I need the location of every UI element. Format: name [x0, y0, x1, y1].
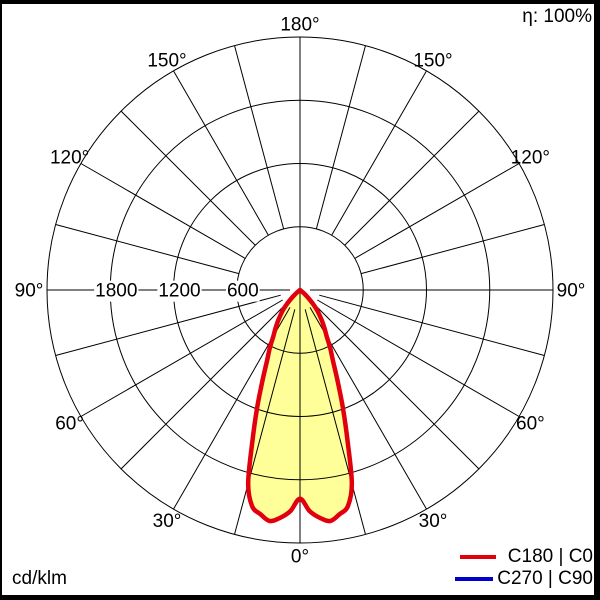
angle-label-120-left: 120°: [50, 148, 89, 169]
grid-spoke-right-60: [317, 299, 520, 417]
grid-spoke-left-105: [55, 224, 240, 275]
grid-spoke-left-75: [55, 294, 281, 356]
legend: C180 | C0 C270 | C90: [455, 546, 593, 590]
angle-label-60-right: 60°: [516, 414, 545, 435]
angle-label-120-right: 120°: [511, 148, 550, 169]
grid-spoke-right-120: [354, 163, 520, 259]
angle-label-150-right: 150°: [413, 50, 452, 71]
angle-label-30-right: 30°: [419, 511, 448, 532]
grid-spoke-right-15: [304, 309, 366, 535]
angle-label-60-left: 60°: [55, 414, 84, 435]
angle-label-0: 0°: [291, 547, 309, 568]
grid-spoke-right-135: [344, 110, 480, 246]
grid-spoke-left-120: [80, 163, 246, 259]
radial-tick-bg: [94, 280, 139, 302]
legend-line-sample-red: [459, 555, 496, 559]
radial-tick-1800: 1800: [95, 281, 137, 302]
grid-spoke-right-75: [319, 294, 545, 356]
grid-spoke-right-45: [313, 303, 480, 470]
efficiency-label: η: 100%: [522, 6, 592, 27]
angle-label-90-right: 90°: [557, 281, 586, 302]
radial-tick-600: 600: [227, 281, 259, 302]
grid-spoke-right-165: [315, 45, 366, 230]
angle-label-150-left: 150°: [147, 50, 186, 71]
legend-label: C180 | C0: [507, 546, 593, 567]
angle-label-90-left: 90°: [15, 281, 44, 302]
radial-tick-bg: [225, 280, 260, 302]
radial-tick-bg: [157, 280, 202, 302]
angle-label-30-left: 30°: [153, 511, 182, 532]
legend-line-sample-blue: [455, 577, 494, 581]
curve-c180-c0: [245, 287, 355, 524]
grid-spoke-left-150: [173, 70, 269, 236]
legend-item-c180-c0: C180 | C0: [459, 546, 593, 568]
grid-spoke-left-165: [234, 45, 285, 230]
grid-spoke-left-60: [80, 299, 283, 417]
legend-label: C270 | C90: [497, 568, 593, 589]
angle-label-180: 180°: [280, 15, 319, 36]
legend-item-c270-c90: C270 | C90: [455, 568, 593, 590]
grid-spoke-left-15: [234, 309, 296, 535]
grid-spoke-right-150: [331, 70, 427, 236]
grid-spoke-left-45: [120, 303, 287, 470]
unit-label: cd/klm: [12, 568, 67, 589]
grid-spoke-right-105: [360, 224, 545, 275]
polar-chart-canvas: 1800 1200 600 0° 30° 30° 60° 60° 90° 90° 120° 120° 1…: [15, 15, 586, 568]
grid-spoke-left-135: [120, 110, 256, 246]
radial-tick-1200: 1200: [158, 281, 200, 302]
